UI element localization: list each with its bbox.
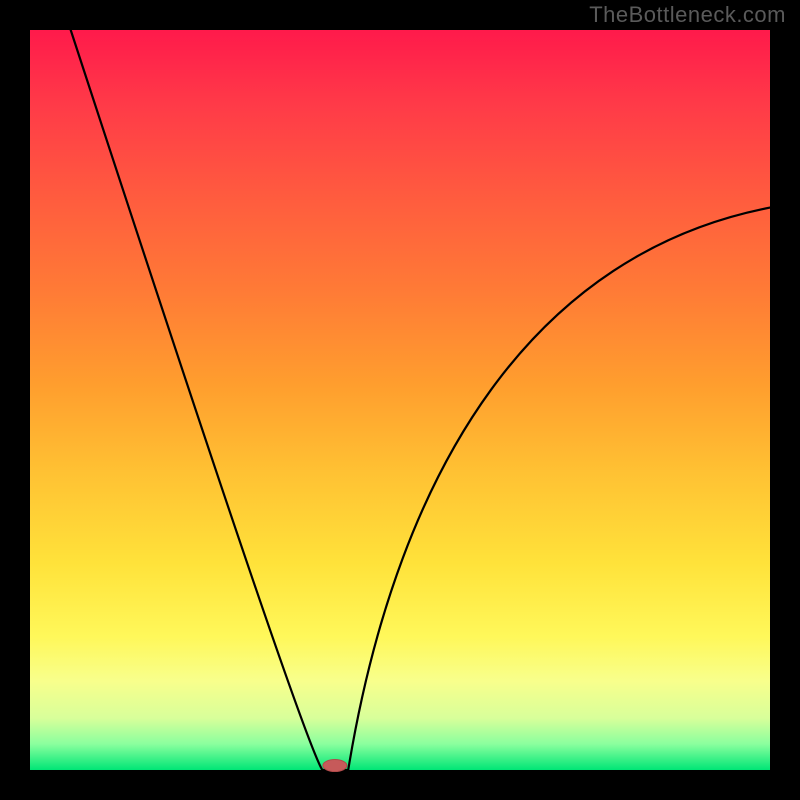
- chart-svg: [0, 0, 800, 800]
- plot-background-gradient: [30, 30, 770, 770]
- watermark-text: TheBottleneck.com: [589, 2, 786, 28]
- valley-marker: [323, 760, 347, 772]
- chart-container: TheBottleneck.com: [0, 0, 800, 800]
